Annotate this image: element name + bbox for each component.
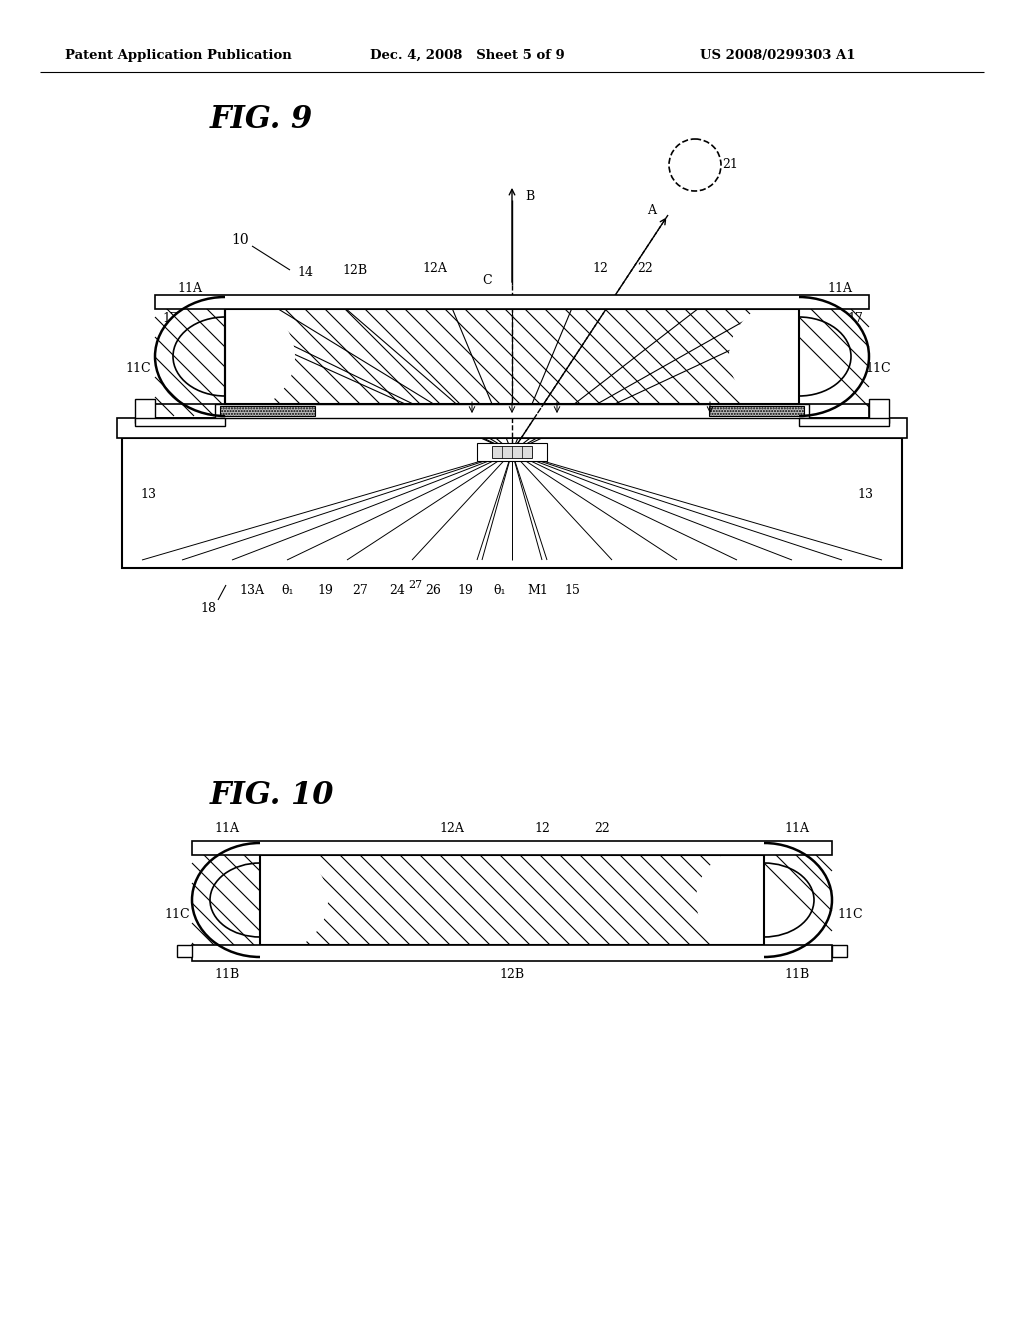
Bar bbox=[177, 945, 193, 957]
Text: 11: 11 bbox=[199, 874, 215, 887]
Text: 18: 18 bbox=[200, 602, 216, 615]
Text: 11B: 11B bbox=[855, 425, 881, 438]
Text: 12A: 12A bbox=[423, 261, 447, 275]
Text: 13: 13 bbox=[140, 488, 156, 502]
Text: M1: M1 bbox=[527, 583, 549, 597]
Text: 11A: 11A bbox=[827, 282, 853, 296]
Bar bbox=[122, 438, 902, 568]
Bar bbox=[709, 407, 804, 416]
Text: US 2008/0299303 A1: US 2008/0299303 A1 bbox=[700, 49, 855, 62]
Text: 19: 19 bbox=[317, 583, 333, 597]
Bar bbox=[155, 294, 869, 309]
Text: 12: 12 bbox=[535, 822, 550, 836]
Text: B: B bbox=[525, 190, 535, 203]
Bar bbox=[135, 418, 225, 426]
Text: 22: 22 bbox=[594, 822, 610, 836]
Text: 14: 14 bbox=[297, 265, 313, 279]
Text: 12: 12 bbox=[592, 261, 608, 275]
Text: 12B: 12B bbox=[342, 264, 368, 276]
Text: 24: 24 bbox=[389, 583, 404, 597]
Text: 26: 26 bbox=[425, 583, 441, 597]
Text: 27: 27 bbox=[352, 583, 368, 597]
Text: 11A: 11A bbox=[784, 822, 810, 836]
Text: 11: 11 bbox=[840, 329, 856, 342]
Text: FIG. 9: FIG. 9 bbox=[210, 104, 313, 136]
Text: 11C: 11C bbox=[838, 908, 863, 921]
Text: Patent Application Publication: Patent Application Publication bbox=[65, 49, 292, 62]
Text: 11B: 11B bbox=[214, 969, 240, 982]
Text: 21: 21 bbox=[722, 158, 738, 172]
Text: 10: 10 bbox=[231, 234, 249, 247]
Bar bbox=[220, 407, 315, 416]
Text: 17: 17 bbox=[847, 312, 863, 325]
Text: 27: 27 bbox=[408, 579, 422, 590]
Bar bbox=[492, 446, 532, 458]
Bar bbox=[225, 309, 799, 404]
Ellipse shape bbox=[193, 843, 328, 957]
Text: 11C: 11C bbox=[865, 362, 891, 375]
Bar bbox=[260, 855, 764, 945]
Text: FIG. 10: FIG. 10 bbox=[210, 780, 335, 810]
Bar bbox=[193, 841, 831, 855]
Text: 13A: 13A bbox=[240, 583, 264, 597]
Bar bbox=[117, 418, 907, 438]
Text: 11: 11 bbox=[809, 874, 825, 887]
Text: 11B: 11B bbox=[132, 425, 158, 438]
Text: 15: 15 bbox=[564, 583, 580, 597]
Text: 11A: 11A bbox=[177, 282, 203, 296]
Bar bbox=[225, 309, 799, 404]
Bar bbox=[135, 399, 155, 422]
Text: 12B: 12B bbox=[500, 969, 524, 982]
Text: 11A: 11A bbox=[214, 822, 240, 836]
Ellipse shape bbox=[155, 297, 295, 416]
Text: A: A bbox=[647, 205, 656, 218]
Text: Dec. 4, 2008   Sheet 5 of 9: Dec. 4, 2008 Sheet 5 of 9 bbox=[370, 49, 565, 62]
Text: 17: 17 bbox=[162, 312, 178, 325]
Text: 11B: 11B bbox=[784, 969, 810, 982]
Text: C: C bbox=[482, 273, 492, 286]
Bar bbox=[193, 945, 831, 961]
Text: 11C: 11C bbox=[125, 362, 151, 375]
Text: 13: 13 bbox=[857, 488, 873, 502]
Bar bbox=[831, 945, 847, 957]
Bar bbox=[477, 444, 547, 461]
Bar bbox=[155, 404, 869, 418]
Text: θ₁: θ₁ bbox=[494, 583, 506, 597]
Bar bbox=[260, 855, 764, 945]
Text: 12A: 12A bbox=[439, 822, 465, 836]
Bar bbox=[215, 404, 809, 418]
Ellipse shape bbox=[696, 843, 831, 957]
Bar bbox=[799, 418, 889, 426]
Text: θ₁: θ₁ bbox=[282, 583, 294, 597]
Bar bbox=[869, 399, 889, 422]
Text: 22: 22 bbox=[637, 261, 653, 275]
Ellipse shape bbox=[729, 297, 869, 416]
Text: 11: 11 bbox=[169, 329, 185, 342]
Text: 19: 19 bbox=[457, 583, 473, 597]
Text: 11C: 11C bbox=[164, 908, 189, 921]
